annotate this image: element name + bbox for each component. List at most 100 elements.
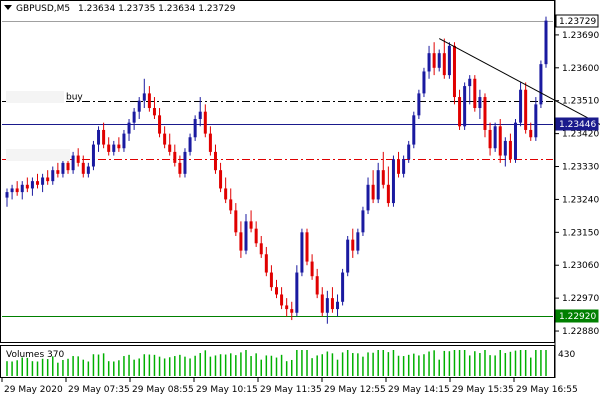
candle-body <box>61 162 65 174</box>
candle-body <box>259 243 263 255</box>
candle-body <box>483 97 487 130</box>
candle <box>412 111 416 149</box>
obscured-label-buy <box>6 91 64 103</box>
candle <box>244 214 248 255</box>
candle-body <box>280 294 284 306</box>
candle-body <box>127 122 131 134</box>
candle <box>427 45 431 79</box>
triangle-down-icon[interactable] <box>4 5 12 10</box>
candle <box>234 203 238 236</box>
candle <box>193 115 197 141</box>
candle-body <box>198 111 202 119</box>
candle-body <box>376 170 380 200</box>
candle-body <box>25 184 29 189</box>
candle <box>51 166 55 185</box>
candle <box>432 42 436 76</box>
candle-body <box>442 53 446 76</box>
candle-body <box>381 170 385 185</box>
candle <box>203 104 207 138</box>
candle <box>320 287 324 317</box>
candle-body <box>234 210 238 233</box>
candle-body <box>203 111 207 134</box>
candle-body <box>137 100 141 112</box>
candle <box>417 89 421 119</box>
candle-body <box>168 144 172 152</box>
candle <box>15 181 19 196</box>
candle <box>407 140 411 163</box>
candle-body <box>508 140 512 160</box>
candle <box>290 301 294 321</box>
candle-body <box>36 181 40 185</box>
candle-body <box>219 170 223 189</box>
candle-body <box>427 53 431 72</box>
price-label: 1.22920 <box>559 312 596 322</box>
volume-label: Volumes 370 <box>6 350 64 360</box>
candle <box>132 108 136 130</box>
candle-body <box>452 45 456 98</box>
candle-body <box>224 188 228 200</box>
candle-body <box>5 192 9 198</box>
candle <box>397 151 401 178</box>
candle-body <box>244 221 248 251</box>
candle <box>508 133 512 163</box>
candle-body <box>249 221 253 229</box>
candle-body <box>117 144 121 149</box>
x-tick-label: 29 May 07:35 <box>68 385 130 395</box>
candle <box>422 67 426 98</box>
candle <box>224 177 228 204</box>
candle-body <box>107 144 111 152</box>
candle-body <box>330 298 334 310</box>
candle-body <box>30 181 34 189</box>
candle <box>117 137 121 152</box>
x-tick-label: 29 May 12:55 <box>324 385 386 395</box>
candle-body <box>91 144 95 167</box>
candle <box>361 206 365 236</box>
candle <box>341 268 345 306</box>
candle-body <box>402 159 406 174</box>
candle-body <box>264 254 268 273</box>
trend-line-0[interactable] <box>438 38 600 196</box>
candle-body <box>51 170 55 182</box>
horizontal-lines: buy <box>2 21 553 317</box>
candle-body <box>158 115 162 134</box>
candle-body <box>503 140 507 156</box>
candle-body <box>102 129 106 145</box>
candle-body <box>493 126 497 149</box>
candle <box>102 122 106 149</box>
candle <box>91 140 95 171</box>
candle-body <box>122 133 126 149</box>
candle-body <box>254 228 258 244</box>
candle <box>366 177 370 215</box>
candle-body <box>463 86 467 127</box>
candle <box>178 155 182 178</box>
candle-body <box>524 89 528 130</box>
candle <box>10 184 14 200</box>
candle <box>498 118 502 163</box>
candle <box>402 155 406 178</box>
candles <box>5 16 548 324</box>
candle-body <box>351 239 355 251</box>
x-tick-label: 29 May 11:35 <box>260 385 322 395</box>
obscured-label-sell <box>6 149 70 161</box>
candle <box>5 188 9 207</box>
candle-body <box>147 93 151 109</box>
candle-body <box>529 129 533 138</box>
candle <box>188 133 192 156</box>
candle <box>483 93 487 138</box>
candle-body <box>519 89 523 123</box>
y-tick-label: 1.22970 <box>562 294 599 304</box>
candle-body <box>295 272 299 313</box>
candle <box>163 126 167 149</box>
candle <box>152 97 156 119</box>
candle <box>356 228 360 255</box>
candle-body <box>86 166 90 174</box>
candle-body <box>10 188 14 193</box>
candle <box>275 279 278 299</box>
price-label-box <box>555 309 599 323</box>
candle-body <box>341 272 345 302</box>
candle-body <box>361 210 365 233</box>
candle-body <box>346 239 350 273</box>
candle-body <box>76 155 80 163</box>
